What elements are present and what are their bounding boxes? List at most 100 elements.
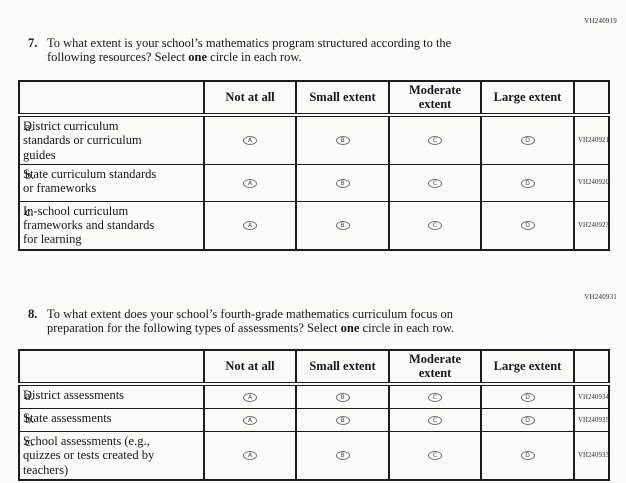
option-cell-d[interactable]: D [480, 200, 575, 251]
option-bubble-b[interactable]: B [335, 415, 350, 425]
question-7-vh-code: VH240919 [584, 17, 617, 25]
question-8-line2: preparation for the following types of a… [47, 321, 454, 335]
question-8-header-row: Not at all Small extent Moderate extent … [18, 349, 610, 386]
question-8-line2-suffix: circle in each row. [359, 321, 455, 336]
option-cell-a[interactable]: A [203, 408, 297, 432]
vh-code: VH240935 [573, 408, 610, 432]
question-7-header-row: Not at all Small extent Moderate extent … [18, 80, 610, 117]
question-7-text: To what extent is your school’s mathemat… [47, 36, 451, 65]
question-8-line2-prefix: preparation for the following types of a… [47, 321, 341, 336]
question-7: 7. To what extent is your school’s mathe… [28, 36, 573, 65]
question-7-line2-suffix: circle in each row. [207, 50, 302, 65]
row-letter: c. [25, 435, 34, 449]
option-bubble-c[interactable]: C [428, 136, 442, 146]
option-cell-d[interactable]: D [480, 383, 575, 409]
row-label: In-school curriculum frameworks and stan… [23, 203, 155, 247]
option-cell-a[interactable]: A [203, 163, 297, 202]
option-bubble-c[interactable]: C [428, 178, 442, 188]
row-label: District curriculum standards or curricu… [23, 119, 142, 162]
stub-header [18, 80, 205, 117]
option-bubble-b[interactable]: B [335, 178, 350, 188]
column-header-small-extent: Small extent [295, 80, 390, 117]
column-header-not-at-all: Not at all [203, 80, 297, 117]
option-cell-a[interactable]: A [203, 114, 297, 165]
row-stub: a. District curriculum standards or curr… [18, 114, 205, 165]
row-label: School assessments (e.g., quizzes or tes… [23, 434, 155, 477]
row-letter: b. [25, 167, 35, 182]
option-bubble-b[interactable]: B [335, 136, 350, 146]
option-bubble-c[interactable]: C [428, 451, 442, 461]
option-cell-a[interactable]: A [203, 430, 297, 481]
option-bubble-b[interactable]: B [335, 451, 350, 461]
column-header-moderate-extent: Moderate extent [388, 80, 482, 117]
column-header-large-extent: Large extent [480, 349, 575, 386]
option-bubble-a[interactable]: A [243, 451, 257, 461]
option-cell-b[interactable]: B [295, 163, 390, 202]
question-7-line1: To what extent is your school’s mathemat… [47, 36, 452, 50]
vh-code: VH240920 [573, 163, 610, 202]
table-row-q7a: a. District curriculum standards or curr… [18, 114, 610, 165]
option-cell-c[interactable]: C [388, 430, 482, 481]
option-bubble-a[interactable]: A [243, 415, 257, 425]
option-bubble-d[interactable]: D [520, 415, 535, 425]
vh-code: VH240933 [573, 430, 610, 481]
option-bubble-a[interactable]: A [243, 220, 257, 230]
option-bubble-d[interactable]: D [520, 178, 535, 188]
option-bubble-c[interactable]: C [428, 415, 442, 425]
row-letter: c. [25, 204, 34, 219]
row-stub: c. School assessments (e.g., quizzes or … [18, 430, 205, 481]
option-cell-d[interactable]: D [480, 430, 575, 481]
question-7-line2-bold: one [188, 50, 208, 65]
option-bubble-d[interactable]: D [520, 220, 535, 230]
option-cell-d[interactable]: D [480, 114, 575, 165]
row-stub: b. State assessments [18, 408, 205, 432]
option-bubble-a[interactable]: A [243, 178, 257, 188]
question-7-line2: following resources? Select one circle i… [47, 50, 451, 64]
option-bubble-d[interactable]: D [520, 451, 535, 461]
row-stub: a. District assessments [18, 383, 205, 409]
table-row-q8b: b. State assessments A B C D VH240935 [18, 408, 610, 432]
option-bubble-a[interactable]: A [243, 392, 257, 402]
option-bubble-d[interactable]: D [520, 136, 535, 146]
row-letter: a. [25, 120, 34, 134]
option-cell-b[interactable]: B [295, 430, 390, 481]
row-letter: b. [25, 412, 35, 426]
question-8-table: Not at all Small extent Moderate extent … [18, 349, 610, 481]
option-bubble-c[interactable]: C [428, 220, 442, 230]
table-row-q7b: b. State curriculum standards or framewo… [18, 163, 610, 202]
question-8-text: To what extent does your school’s fourth… [47, 307, 454, 336]
option-cell-c[interactable]: C [388, 200, 482, 251]
option-cell-a[interactable]: A [203, 383, 297, 409]
question-8-line1: To what extent does your school’s fourth… [47, 307, 453, 321]
table-row-q8a: a. District assessments A B C D VH240934 [18, 383, 610, 409]
column-header-large-extent: Large extent [480, 80, 575, 117]
row-label: State curriculum standards or frameworks [23, 166, 157, 195]
vh-code: VH240934 [573, 383, 610, 409]
column-header-moderate-extent: Moderate extent [388, 349, 482, 386]
vh-code-header [573, 80, 610, 117]
option-cell-c[interactable]: C [388, 383, 482, 409]
column-header-not-at-all: Not at all [203, 349, 297, 386]
option-cell-d[interactable]: D [480, 163, 575, 202]
table-row-q7c: c. In-school curriculum frameworks and s… [18, 200, 610, 251]
option-cell-c[interactable]: C [388, 163, 482, 202]
option-bubble-b[interactable]: B [335, 392, 350, 402]
option-bubble-b[interactable]: B [335, 220, 350, 230]
stub-header [18, 349, 205, 386]
option-cell-b[interactable]: B [295, 114, 390, 165]
row-label: State assessments [23, 411, 112, 425]
option-bubble-a[interactable]: A [243, 136, 257, 146]
option-cell-b[interactable]: B [295, 383, 390, 409]
option-bubble-c[interactable]: C [428, 392, 442, 402]
option-bubble-d[interactable]: D [520, 392, 535, 402]
column-header-small-extent: Small extent [295, 349, 390, 386]
row-letter: a. [25, 389, 34, 403]
option-cell-d[interactable]: D [480, 408, 575, 432]
option-cell-a[interactable]: A [203, 200, 297, 251]
option-cell-b[interactable]: B [295, 408, 390, 432]
option-cell-c[interactable]: C [388, 408, 482, 432]
option-cell-b[interactable]: B [295, 200, 390, 251]
question-8-vh-code: VH240931 [584, 293, 617, 301]
vh-code-header [573, 349, 610, 386]
option-cell-c[interactable]: C [388, 114, 482, 165]
